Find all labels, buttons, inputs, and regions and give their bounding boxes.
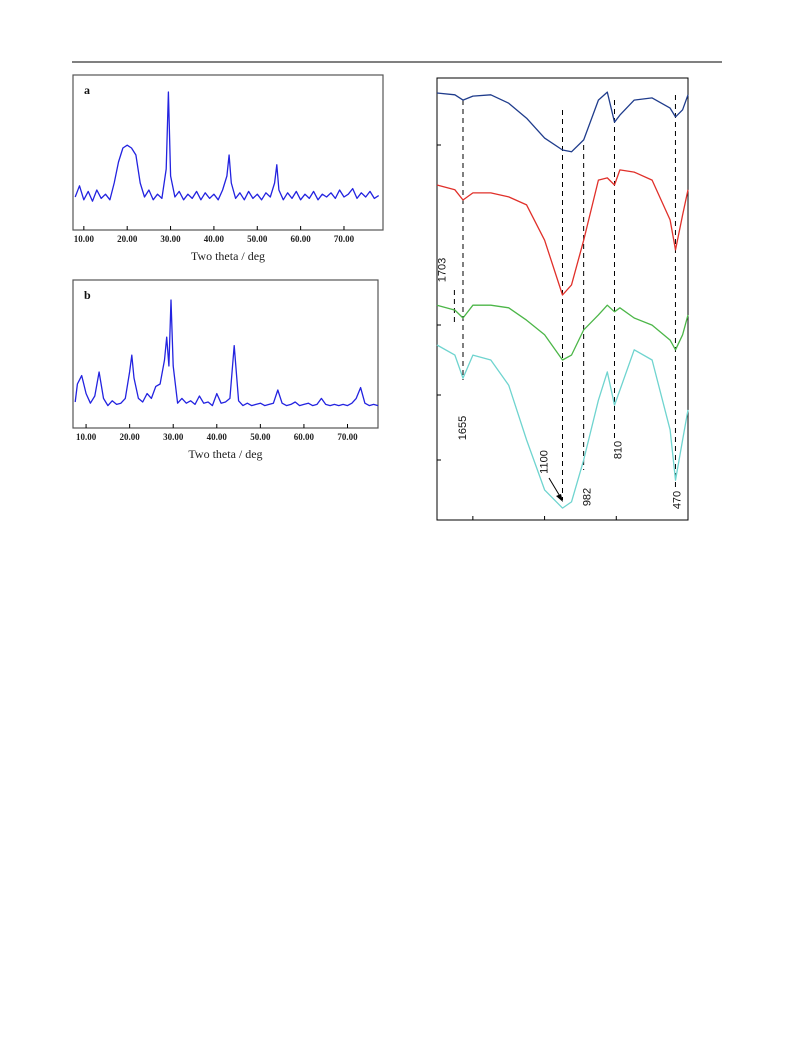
- panel-label: b: [84, 288, 91, 302]
- peak-label: 1703: [436, 258, 448, 282]
- peak-label: 810: [612, 441, 624, 459]
- spectrum-line: [436, 344, 689, 509]
- x-tick-label: 60.00: [294, 432, 315, 442]
- x-tick-label: 30.00: [163, 432, 184, 442]
- x-tick-label: 20.00: [117, 234, 138, 244]
- x-tick-label: 40.00: [204, 234, 225, 244]
- x-tick-label: 40.00: [207, 432, 228, 442]
- arrow-head: [556, 494, 563, 502]
- x-tick-label: 60.00: [290, 234, 311, 244]
- figure-a-frame: [72, 74, 384, 231]
- x-tick-label: 10.00: [76, 432, 97, 442]
- x-axis-label: Two theta / deg: [191, 249, 265, 263]
- x-tick-label: 10.00: [74, 234, 95, 244]
- x-tick-label: 20.00: [120, 432, 141, 442]
- spectrum-line: [74, 299, 379, 407]
- x-tick-label: 70.00: [337, 432, 358, 442]
- spectrum-line: [436, 304, 689, 361]
- x-tick-label: 50.00: [250, 432, 271, 442]
- spectrum-line: [436, 169, 689, 296]
- ftir-left-ticks: [437, 144, 441, 461]
- figure-b-frame: [72, 279, 379, 429]
- spectrum-line: [74, 91, 380, 202]
- peak-label: 1100: [538, 450, 550, 474]
- arrow: [548, 477, 562, 499]
- x-tick-label: 50.00: [247, 234, 268, 244]
- panel-label: a: [84, 83, 90, 97]
- peak-label: 1655: [457, 416, 469, 440]
- peak-label: 982: [582, 488, 594, 506]
- peak-label: 470: [671, 491, 683, 509]
- spectrum-line: [436, 91, 689, 153]
- ftir-frame: [436, 77, 689, 521]
- x-axis-label: Two theta / deg: [188, 447, 262, 461]
- x-tick-label: 30.00: [160, 234, 181, 244]
- x-tick-label: 70.00: [334, 234, 355, 244]
